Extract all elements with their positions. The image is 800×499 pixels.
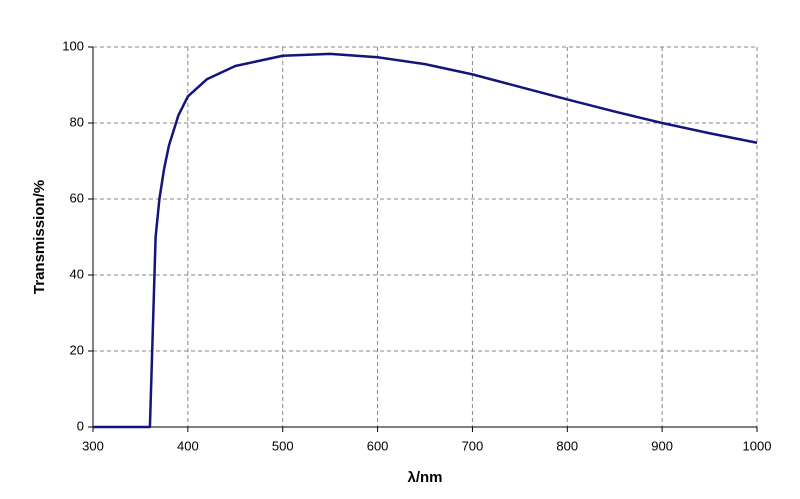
y-tick-label: 40 (70, 266, 84, 281)
y-tick-label: 20 (70, 342, 84, 357)
x-tick-label: 700 (462, 438, 484, 453)
y-tick-label: 80 (70, 114, 84, 129)
x-axis-title: λ/nm (407, 469, 442, 486)
x-tick-label: 400 (177, 438, 199, 453)
x-tick-label: 800 (556, 438, 578, 453)
x-tick-label: 900 (651, 438, 673, 453)
x-tick-label: 1000 (743, 438, 772, 453)
x-tick-label: 600 (367, 438, 389, 453)
y-tick-label: 60 (70, 190, 84, 205)
data-line (93, 52, 758, 429)
x-tick-label: 300 (82, 438, 104, 453)
y-tick-label: 0 (77, 418, 84, 433)
x-tick-label: 500 (272, 438, 294, 453)
y-axis-title: Transmission/% (31, 180, 48, 294)
y-tick-label: 100 (62, 38, 84, 53)
